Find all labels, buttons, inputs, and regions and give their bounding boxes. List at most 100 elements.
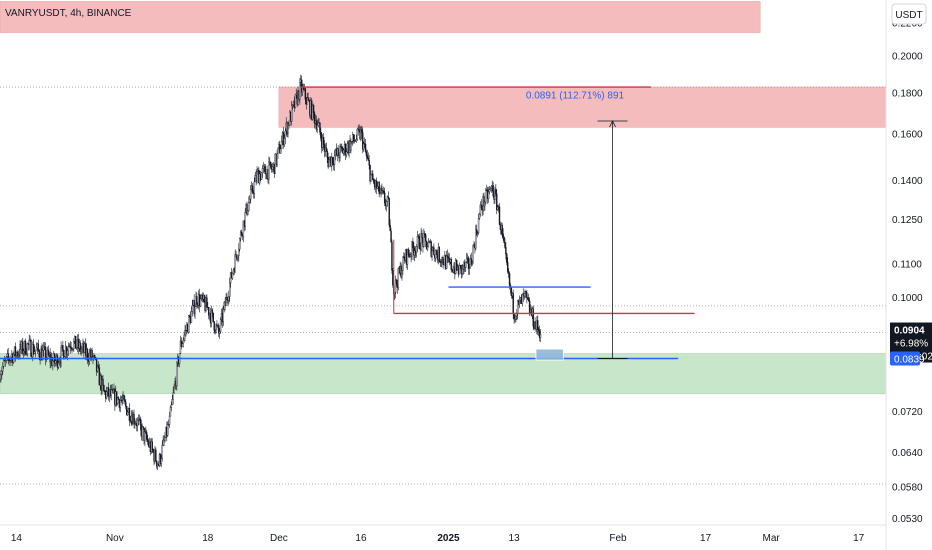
- price-tick-6: 0.1250: [892, 215, 923, 226]
- candle-body-317: [287, 122, 289, 135]
- candle-body-107: [95, 359, 98, 372]
- candle-body-448: [406, 249, 409, 265]
- candle-body-148: [133, 414, 135, 424]
- candle-body-10: [7, 353, 9, 359]
- zones-layer: [0, 1, 887, 395]
- candle-body-115: [103, 385, 105, 392]
- candle-body-51: [44, 346, 47, 360]
- candle-body-7: [4, 359, 7, 362]
- candle-body-239: [216, 324, 218, 327]
- candle-body-168: [151, 441, 153, 450]
- candle-body-528: [479, 204, 482, 215]
- candle-body-492: [446, 255, 449, 258]
- candle-body-397: [360, 129, 362, 140]
- candle-body-415: [376, 186, 379, 189]
- currency-button[interactable]: [891, 3, 927, 25]
- candle-body-221: [199, 298, 202, 307]
- candle-body-356: [322, 137, 325, 145]
- candle-body-44: [38, 349, 40, 357]
- candle-body-529: [480, 204, 482, 209]
- candle-body-274: [248, 202, 250, 211]
- candle-body-211: [190, 311, 193, 323]
- candle-body-137: [123, 395, 125, 400]
- candle-body-366: [332, 157, 334, 164]
- candle-body-464: [421, 233, 423, 239]
- candle-body-1: [0, 379, 1, 381]
- candle-body-89: [79, 342, 81, 352]
- candle-body-199: [179, 340, 182, 354]
- candle-body-12: [9, 359, 11, 361]
- candle-body-557: [506, 253, 508, 263]
- candle-body-252: [228, 296, 230, 301]
- candle-body-276: [249, 189, 252, 200]
- measure-layer: 0.0891 (112.71%) 891: [526, 91, 628, 359]
- candle-body-525: [476, 232, 479, 234]
- candle-body-133: [119, 400, 122, 408]
- measure-arrow-head: [609, 120, 616, 128]
- price-tick-7: 0.1100: [892, 260, 922, 271]
- candle-body-565: [513, 313, 515, 319]
- candle-body-505: [458, 265, 461, 275]
- candle-body-540: [490, 186, 493, 189]
- candle-body-241: [218, 325, 220, 334]
- candle-body-387: [351, 141, 353, 143]
- marker-box: [535, 348, 564, 361]
- price-tick-8: 0.1000: [892, 293, 923, 304]
- candle-body-359: [325, 147, 328, 152]
- candle-body-3: [1, 371, 3, 375]
- lines-layer: [0, 86, 695, 361]
- candle-body-160: [144, 431, 146, 441]
- candle-body-155: [139, 418, 142, 425]
- candle-body-265: [239, 231, 242, 239]
- candle-body-76: [67, 346, 70, 352]
- candle-body-348: [315, 120, 317, 130]
- candle-body-306: [277, 147, 279, 154]
- candle-body-296: [268, 161, 270, 180]
- candle-body-203: [183, 334, 185, 341]
- candle-body-449: [407, 249, 410, 255]
- candle-body-547: [496, 206, 499, 211]
- time-tick-6: 2025: [437, 533, 460, 544]
- candle-body-260: [235, 254, 237, 257]
- currency-label: USDT: [895, 10, 922, 21]
- candle-body-468: [424, 234, 427, 242]
- candle-body-288: [260, 172, 263, 180]
- candle-body-30: [25, 353, 28, 355]
- candle-body-230: [208, 307, 210, 316]
- candle-body-292: [264, 166, 266, 175]
- candle-body-158: [142, 426, 144, 429]
- candle-body-204: [184, 330, 186, 336]
- candle-body-538: [488, 189, 491, 193]
- time-tick-3: 18: [202, 533, 214, 544]
- candle-body-389: [352, 134, 355, 141]
- candle-body-310: [280, 141, 283, 150]
- time-tick-1: 14: [11, 533, 23, 544]
- candle-body-264: [239, 238, 241, 250]
- change-label: +6.98%: [894, 339, 928, 350]
- time-axis[interactable]: 14 Nov 18 Dec 16 2025 13 Feb 17 Mar 17: [11, 533, 865, 544]
- candle-body-477: [433, 247, 435, 256]
- time-tick-10: Mar: [763, 533, 781, 544]
- time-tick-9: 17: [700, 533, 712, 544]
- candle-body-253: [229, 282, 231, 297]
- candle-body-474: [430, 241, 432, 257]
- candle-body-399: [362, 132, 364, 150]
- candle-body-400: [362, 143, 365, 150]
- candle-body-574: [521, 294, 524, 304]
- candle-body-39: [33, 351, 36, 354]
- candle-body-532: [483, 196, 485, 207]
- candle-body-169: [152, 449, 154, 452]
- candle-body-410: [372, 173, 374, 181]
- candle-body-300: [271, 166, 274, 170]
- candle-body-569: [517, 300, 519, 314]
- candle-body-483: [438, 247, 441, 262]
- candle-body-368: [333, 155, 336, 166]
- price-tick-3: 0.1800: [892, 88, 923, 99]
- resistance-zone-2: [278, 86, 887, 128]
- candle-body-215: [194, 306, 196, 314]
- candle-body-544: [494, 189, 496, 200]
- candle-body-408: [370, 174, 372, 182]
- candle-body-374: [339, 146, 341, 159]
